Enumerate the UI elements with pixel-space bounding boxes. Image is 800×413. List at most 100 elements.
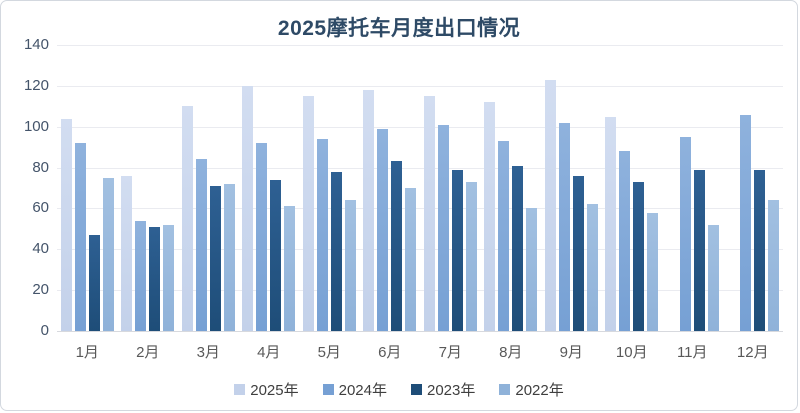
x-axis-label: 12月 bbox=[736, 344, 769, 361]
y-axis-tick-label: 40 bbox=[32, 240, 49, 258]
bar-group bbox=[178, 45, 239, 331]
bar bbox=[363, 89, 375, 331]
bar bbox=[558, 122, 570, 331]
bar-group bbox=[420, 45, 481, 331]
y-axis-tick-label: 60 bbox=[32, 199, 49, 217]
bar bbox=[256, 143, 268, 331]
bar bbox=[707, 224, 719, 331]
bar bbox=[242, 85, 254, 331]
gridline bbox=[57, 85, 783, 87]
x-axis-label: 9月 bbox=[559, 344, 583, 361]
gridline bbox=[57, 167, 783, 169]
bar-group bbox=[360, 45, 421, 331]
bar bbox=[88, 235, 100, 331]
bar bbox=[740, 114, 752, 331]
bar bbox=[437, 124, 449, 331]
y-axis-tick-label: 140 bbox=[23, 36, 49, 53]
bar bbox=[316, 139, 328, 331]
bar bbox=[149, 226, 161, 331]
bar bbox=[284, 206, 296, 331]
bar bbox=[195, 159, 207, 331]
bar-group bbox=[481, 45, 542, 331]
bar bbox=[102, 177, 114, 331]
legend-item: 2025年 bbox=[234, 379, 299, 400]
y-axis-tick-label: 20 bbox=[32, 281, 49, 299]
bar bbox=[163, 224, 175, 331]
bar bbox=[605, 116, 617, 331]
bar bbox=[498, 141, 510, 331]
x-axis-label: 4月 bbox=[257, 344, 281, 361]
bar bbox=[647, 212, 659, 331]
bar bbox=[693, 169, 705, 331]
x-axis-line bbox=[57, 331, 783, 332]
legend-swatch bbox=[499, 384, 511, 395]
bar bbox=[405, 188, 417, 331]
legend-label: 2024年 bbox=[338, 382, 387, 399]
bar-group bbox=[118, 45, 179, 331]
bar bbox=[619, 151, 631, 331]
legend-label: 2023年 bbox=[427, 382, 476, 399]
bar bbox=[768, 200, 780, 331]
x-axis-label: 3月 bbox=[196, 344, 220, 361]
legend-label: 2022年 bbox=[515, 382, 564, 399]
bar bbox=[586, 204, 598, 331]
legend-item: 2024年 bbox=[322, 379, 387, 400]
legend-swatch bbox=[322, 384, 334, 395]
bar bbox=[121, 175, 133, 331]
legend-item: 2023年 bbox=[411, 379, 475, 400]
bar-group bbox=[299, 45, 360, 331]
bar bbox=[209, 186, 221, 331]
bar bbox=[391, 161, 403, 331]
bar-group bbox=[541, 45, 602, 331]
bar bbox=[526, 208, 538, 331]
bar bbox=[135, 220, 147, 331]
bar bbox=[344, 200, 356, 331]
bar bbox=[223, 183, 235, 331]
legend-label: 2025年 bbox=[250, 382, 299, 399]
bar-group bbox=[602, 45, 663, 331]
chart-title: 2025摩托车月度出口情况 bbox=[277, 17, 521, 40]
bar bbox=[572, 175, 584, 331]
bar bbox=[484, 102, 496, 331]
bar bbox=[181, 106, 193, 331]
gridline bbox=[57, 208, 783, 210]
bar-group bbox=[723, 45, 784, 331]
gridline bbox=[57, 249, 783, 251]
bar bbox=[754, 169, 766, 331]
bar-group bbox=[239, 45, 300, 331]
y-axis-tick-label: 0 bbox=[40, 322, 49, 339]
x-axis-label: 7月 bbox=[438, 344, 462, 361]
legend: 2025年 2024年 2023年 2022年 bbox=[1, 379, 797, 400]
bar-group bbox=[57, 45, 118, 331]
bar-group bbox=[662, 45, 723, 331]
bar bbox=[633, 181, 645, 331]
legend-swatch bbox=[234, 384, 246, 395]
y-axis-tick-label: 120 bbox=[23, 76, 49, 94]
y-axis-tick-label: 80 bbox=[32, 158, 49, 176]
bar bbox=[60, 118, 72, 331]
y-axis-tick-label: 100 bbox=[23, 117, 49, 135]
bar bbox=[512, 165, 524, 331]
x-axis-label: 8月 bbox=[499, 344, 523, 361]
gridline bbox=[57, 126, 783, 128]
bar bbox=[544, 79, 556, 331]
x-axis-label: 11月 bbox=[676, 344, 708, 361]
bar bbox=[423, 96, 435, 331]
bar bbox=[270, 179, 282, 331]
bar bbox=[74, 143, 86, 331]
legend-swatch bbox=[411, 384, 422, 395]
bar bbox=[330, 171, 342, 331]
bar bbox=[465, 181, 477, 331]
bar bbox=[377, 128, 389, 331]
bar bbox=[451, 169, 463, 331]
gridline bbox=[57, 290, 783, 292]
x-axis-label: 2月 bbox=[136, 344, 160, 361]
x-axis-label: 10月 bbox=[615, 344, 648, 361]
bar bbox=[679, 136, 691, 331]
legend-item: 2022年 bbox=[499, 379, 564, 400]
x-axis-label: 5月 bbox=[317, 344, 341, 361]
bar bbox=[302, 96, 314, 331]
x-axis-label: 1月 bbox=[75, 344, 99, 361]
x-axis-label: 6月 bbox=[378, 344, 402, 361]
